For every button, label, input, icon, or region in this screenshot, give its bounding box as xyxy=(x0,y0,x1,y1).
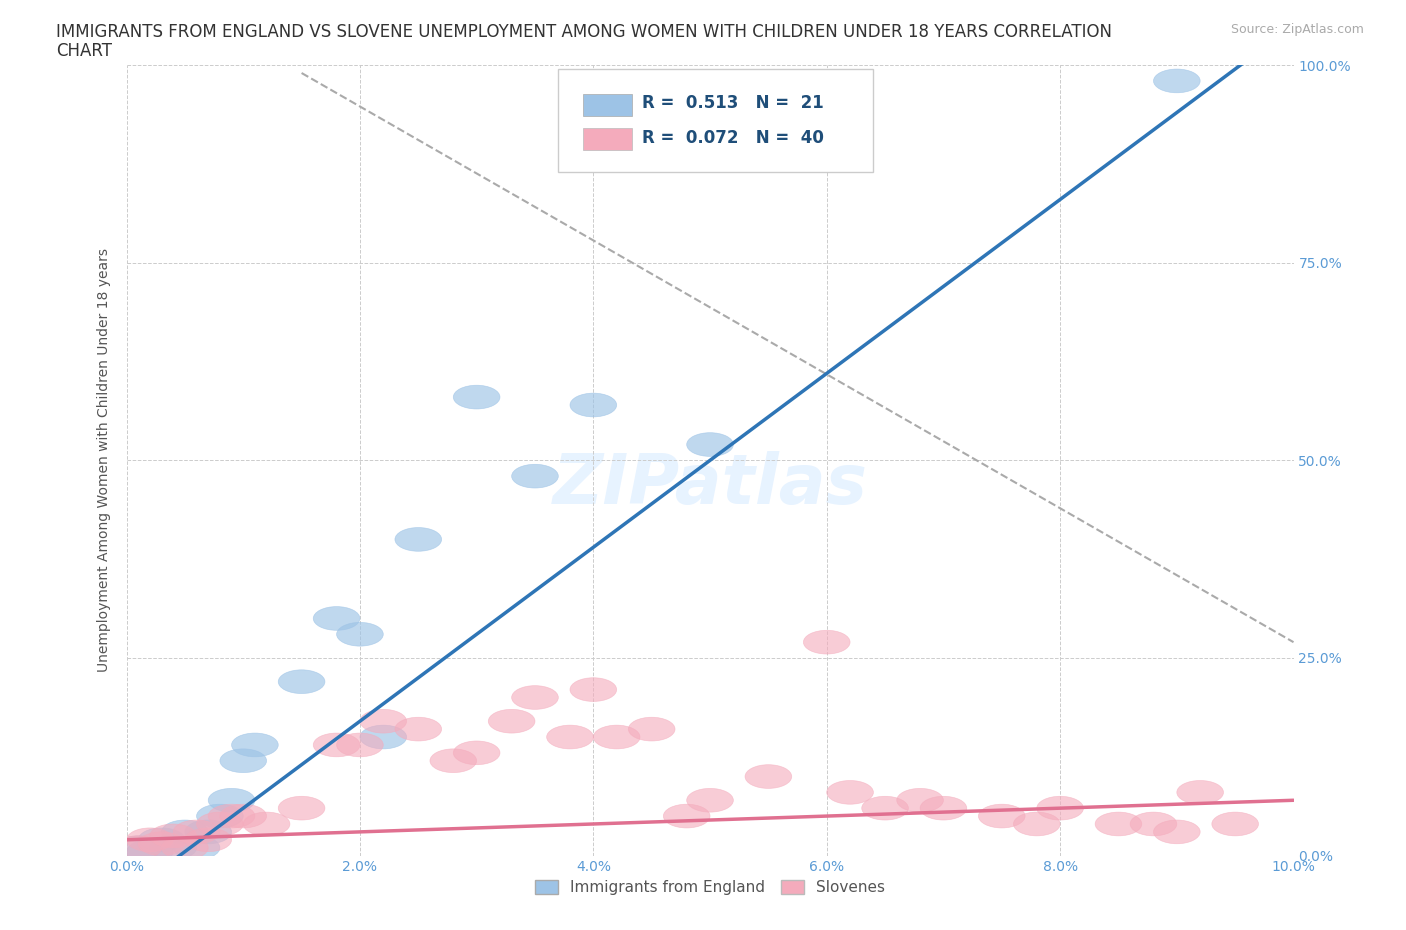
FancyBboxPatch shape xyxy=(558,69,873,172)
Ellipse shape xyxy=(219,749,267,773)
FancyBboxPatch shape xyxy=(583,94,631,115)
Ellipse shape xyxy=(897,789,943,812)
Ellipse shape xyxy=(920,796,967,820)
Ellipse shape xyxy=(115,836,162,859)
Ellipse shape xyxy=(1014,812,1060,836)
Ellipse shape xyxy=(512,685,558,710)
Ellipse shape xyxy=(150,836,197,859)
Ellipse shape xyxy=(360,725,406,749)
Ellipse shape xyxy=(1130,812,1177,836)
Ellipse shape xyxy=(488,710,536,733)
Ellipse shape xyxy=(336,622,384,646)
Ellipse shape xyxy=(360,710,406,733)
Ellipse shape xyxy=(547,725,593,749)
Ellipse shape xyxy=(979,804,1025,828)
Ellipse shape xyxy=(219,804,267,828)
Ellipse shape xyxy=(862,796,908,820)
Text: R =  0.513   N =  21: R = 0.513 N = 21 xyxy=(643,94,824,112)
Ellipse shape xyxy=(395,527,441,551)
Ellipse shape xyxy=(569,393,617,417)
Ellipse shape xyxy=(127,840,173,863)
Ellipse shape xyxy=(1212,812,1258,836)
Ellipse shape xyxy=(197,804,243,828)
Ellipse shape xyxy=(173,820,219,844)
Ellipse shape xyxy=(243,812,290,836)
Ellipse shape xyxy=(628,717,675,741)
Ellipse shape xyxy=(314,606,360,631)
Ellipse shape xyxy=(162,820,208,844)
Ellipse shape xyxy=(278,670,325,694)
Ellipse shape xyxy=(569,678,617,701)
Ellipse shape xyxy=(314,733,360,757)
Ellipse shape xyxy=(138,832,186,856)
Ellipse shape xyxy=(186,820,232,844)
Ellipse shape xyxy=(278,796,325,820)
Ellipse shape xyxy=(1095,812,1142,836)
Ellipse shape xyxy=(664,804,710,828)
Text: CHART: CHART xyxy=(56,42,112,60)
Ellipse shape xyxy=(208,789,254,812)
Text: R =  0.072   N =  40: R = 0.072 N = 40 xyxy=(643,129,824,147)
Ellipse shape xyxy=(336,733,384,757)
Text: ZIPatlas: ZIPatlas xyxy=(553,450,868,518)
Text: Source: ZipAtlas.com: Source: ZipAtlas.com xyxy=(1230,23,1364,36)
Ellipse shape xyxy=(745,764,792,789)
Ellipse shape xyxy=(173,836,219,859)
Ellipse shape xyxy=(115,836,162,859)
Ellipse shape xyxy=(232,733,278,757)
Ellipse shape xyxy=(1153,69,1201,93)
Ellipse shape xyxy=(1036,796,1084,820)
Ellipse shape xyxy=(593,725,640,749)
Ellipse shape xyxy=(686,432,734,457)
Ellipse shape xyxy=(162,836,208,859)
Ellipse shape xyxy=(430,749,477,773)
Ellipse shape xyxy=(197,812,243,836)
Ellipse shape xyxy=(453,741,501,764)
Ellipse shape xyxy=(827,780,873,804)
Ellipse shape xyxy=(1177,780,1223,804)
Ellipse shape xyxy=(208,804,254,828)
Ellipse shape xyxy=(512,464,558,488)
Ellipse shape xyxy=(395,717,441,741)
Ellipse shape xyxy=(803,631,851,654)
Text: IMMIGRANTS FROM ENGLAND VS SLOVENE UNEMPLOYMENT AMONG WOMEN WITH CHILDREN UNDER : IMMIGRANTS FROM ENGLAND VS SLOVENE UNEMP… xyxy=(56,23,1112,41)
Legend: Immigrants from England, Slovenes: Immigrants from England, Slovenes xyxy=(536,881,884,896)
FancyBboxPatch shape xyxy=(583,128,631,151)
Ellipse shape xyxy=(686,789,734,812)
Ellipse shape xyxy=(150,824,197,848)
Ellipse shape xyxy=(1153,820,1201,844)
Ellipse shape xyxy=(127,828,173,852)
Ellipse shape xyxy=(186,828,232,852)
Ellipse shape xyxy=(453,385,501,409)
Y-axis label: Unemployment Among Women with Children Under 18 years: Unemployment Among Women with Children U… xyxy=(97,248,111,672)
Ellipse shape xyxy=(138,828,186,852)
